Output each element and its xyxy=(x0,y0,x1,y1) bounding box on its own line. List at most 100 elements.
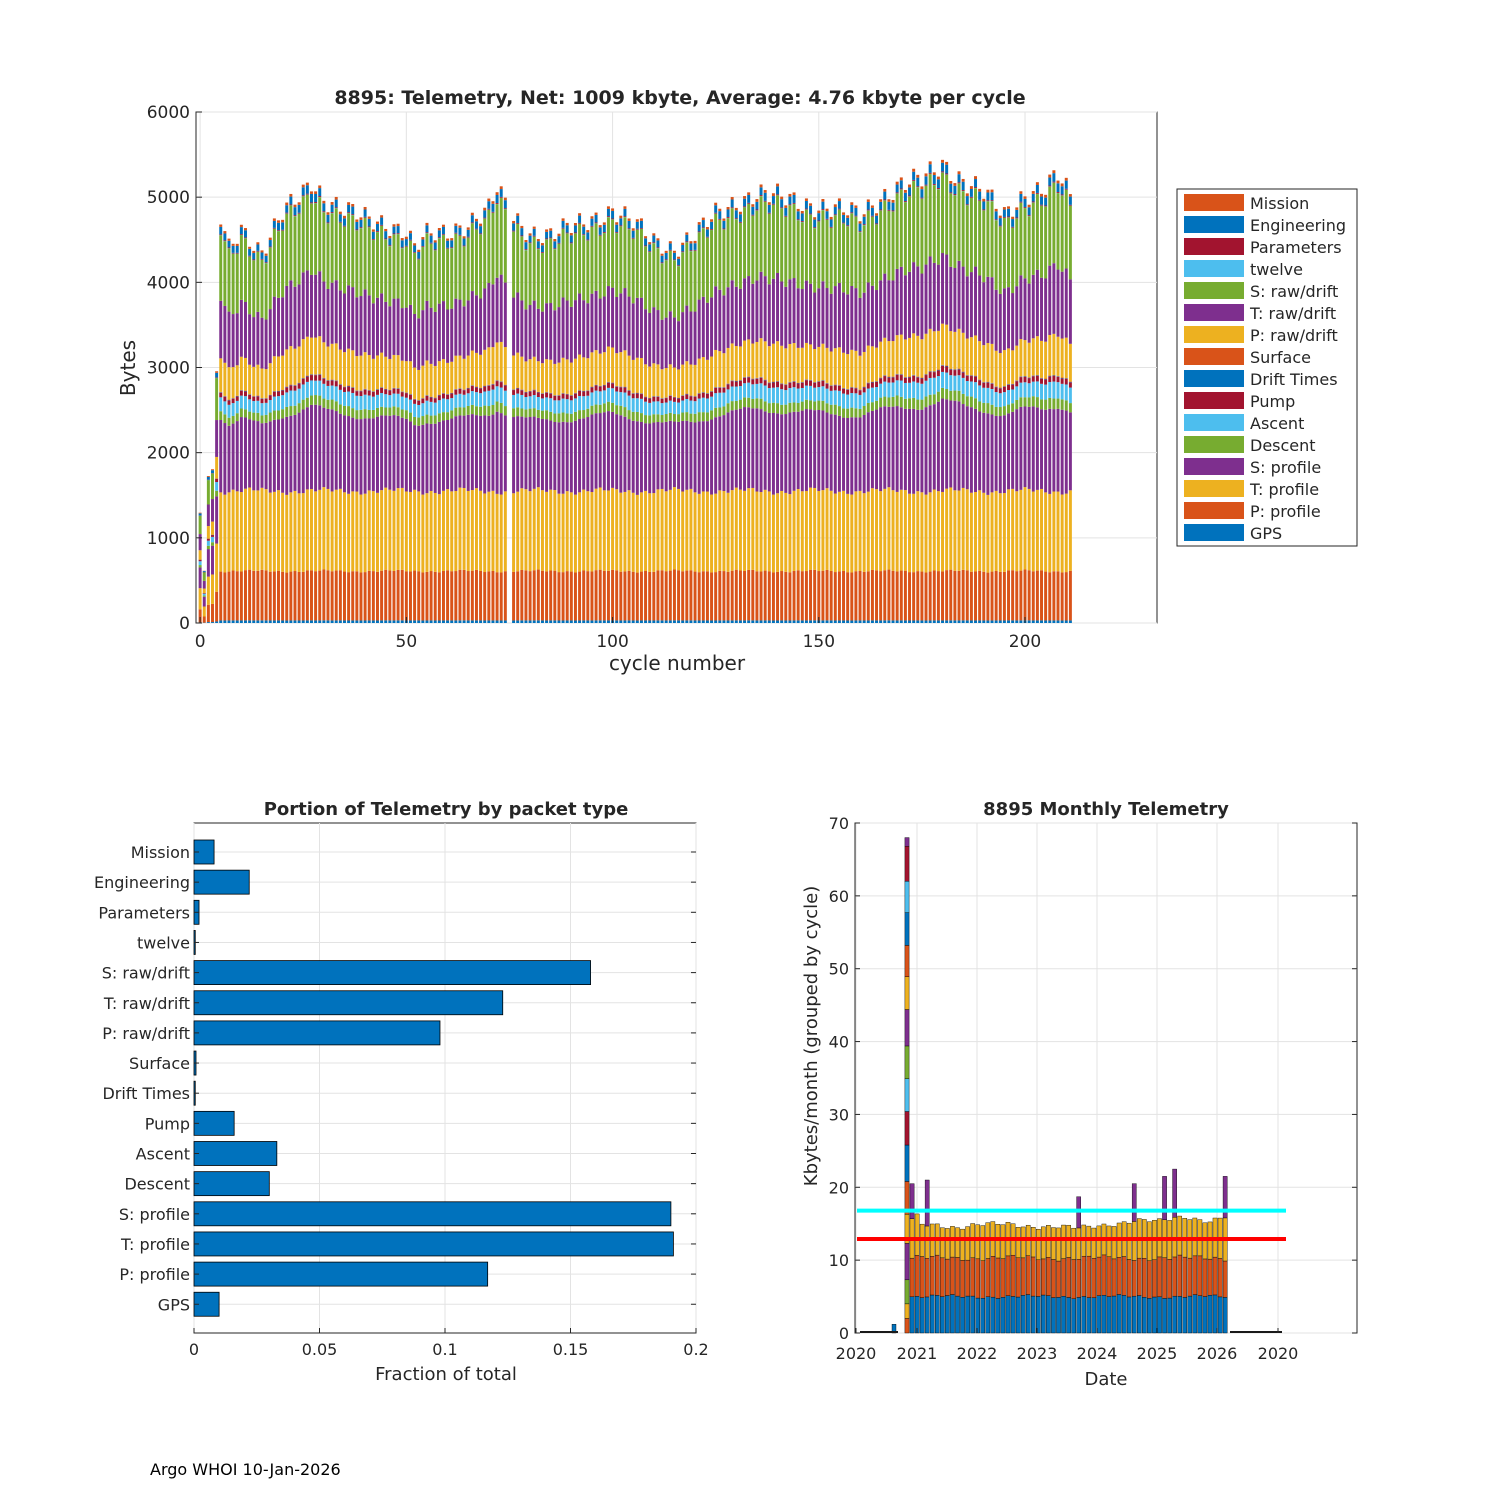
bar-segment xyxy=(545,238,548,239)
bar-segment xyxy=(953,194,956,195)
bar-segment xyxy=(496,402,499,412)
bar-segment xyxy=(665,260,668,317)
bar-segment xyxy=(343,620,346,623)
bar-segment xyxy=(797,209,800,211)
bar-segment xyxy=(916,186,919,187)
bar-segment xyxy=(413,252,416,253)
bar-segment xyxy=(326,222,329,223)
month-bar-segment xyxy=(1193,1218,1197,1256)
bar-segment xyxy=(727,384,730,389)
bar-segment xyxy=(1011,412,1014,489)
bar-segment xyxy=(867,211,870,283)
bar-segment xyxy=(838,620,841,623)
bar-segment xyxy=(673,259,676,260)
bar-segment xyxy=(623,288,626,350)
bar-segment xyxy=(215,496,218,543)
bar-segment xyxy=(318,490,321,571)
bar-segment xyxy=(652,620,655,623)
bar-segment xyxy=(623,393,626,408)
bar-segment xyxy=(520,408,523,416)
bar-segment xyxy=(351,418,354,492)
bar-segment xyxy=(727,403,730,412)
bar-segment xyxy=(739,400,742,409)
bar-segment xyxy=(339,570,342,620)
month-bar-segment xyxy=(1067,1257,1071,1297)
bar-segment xyxy=(937,177,940,180)
bar-segment xyxy=(665,571,668,620)
bar-segment xyxy=(896,571,899,620)
bar-segment xyxy=(640,221,643,228)
bar-segment xyxy=(252,401,255,413)
bar-segment xyxy=(228,239,231,241)
bar-segment xyxy=(446,395,449,399)
bar-segment xyxy=(970,272,973,337)
bar-segment xyxy=(504,620,507,623)
bar-segment xyxy=(842,353,845,388)
bar-segment xyxy=(417,259,420,260)
bar-segment xyxy=(384,239,387,301)
bar-segment xyxy=(364,210,367,217)
bar-segment xyxy=(805,281,808,343)
bar-segment xyxy=(652,242,655,243)
bar-segment xyxy=(949,184,952,193)
bar-segment xyxy=(747,570,750,620)
bar-segment xyxy=(784,208,787,216)
bar-segment xyxy=(310,202,313,203)
bar-segment xyxy=(553,310,556,364)
bar-segment xyxy=(277,571,280,621)
bar-segment xyxy=(331,380,334,385)
bar-segment xyxy=(830,571,833,620)
bar-segment xyxy=(1032,620,1035,623)
bar-segment xyxy=(755,211,758,281)
bar-segment xyxy=(986,383,989,388)
bar-segment xyxy=(661,570,664,620)
bar-segment xyxy=(949,331,952,369)
bar-segment xyxy=(958,174,961,182)
bar-segment xyxy=(879,211,882,281)
bar-segment xyxy=(392,394,395,407)
bar-segment xyxy=(256,571,259,621)
bar-segment xyxy=(335,490,338,571)
bar-segment xyxy=(347,285,350,348)
bar-segment xyxy=(718,490,721,570)
bar-segment xyxy=(628,571,631,621)
bar-segment xyxy=(1032,571,1035,620)
bar-segment xyxy=(310,570,313,620)
bar-segment xyxy=(846,225,849,226)
bar-segment xyxy=(570,243,573,306)
bar-segment xyxy=(619,406,622,416)
bar-segment xyxy=(904,339,907,376)
bar-segment xyxy=(821,490,824,571)
bar-segment xyxy=(999,620,1002,623)
bar-segment xyxy=(516,213,519,215)
bar-segment xyxy=(458,394,461,407)
bar-segment xyxy=(306,270,309,336)
bar-segment xyxy=(1015,346,1018,381)
month-bar-segment xyxy=(1162,1258,1166,1299)
month-bar-segment xyxy=(955,1228,959,1258)
bar-segment xyxy=(916,383,919,400)
bar-segment xyxy=(401,361,404,392)
bar-segment xyxy=(689,241,692,243)
bar-segment xyxy=(541,245,544,252)
bar-segment xyxy=(1024,196,1027,199)
month-bar-segment xyxy=(935,1255,939,1295)
bar-segment xyxy=(450,571,453,620)
bar-segment xyxy=(652,423,655,494)
bar-segment xyxy=(1044,410,1047,493)
bar-segment xyxy=(632,228,635,230)
bar-segment xyxy=(438,572,441,620)
bar-segment xyxy=(916,400,919,410)
bar-segment xyxy=(669,250,672,251)
bar-segment xyxy=(421,572,424,620)
bar-segment xyxy=(281,418,284,492)
bar-segment xyxy=(892,341,895,376)
bar-segment xyxy=(982,282,985,345)
bar-segment xyxy=(1007,620,1010,623)
bar-segment xyxy=(425,301,428,361)
bar-segment xyxy=(793,195,796,203)
bar-segment xyxy=(269,421,272,492)
bar-segment xyxy=(834,415,837,494)
bar-segment xyxy=(471,405,474,414)
bar-segment xyxy=(735,488,738,570)
